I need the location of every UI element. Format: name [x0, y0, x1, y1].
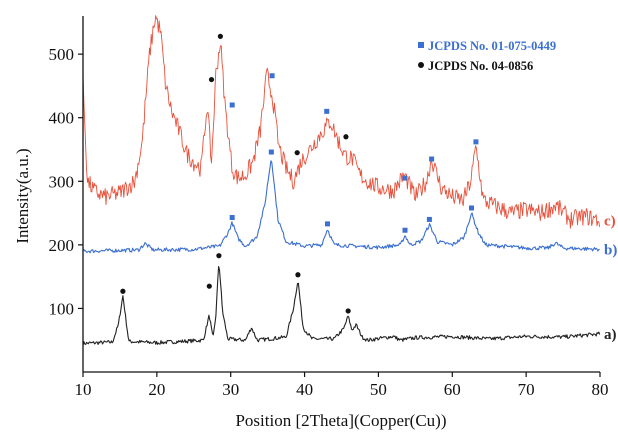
legend-marker-square	[418, 42, 424, 48]
x-tick-label: 50	[370, 380, 387, 399]
x-tick-label: 10	[75, 380, 92, 399]
peak-marker-square	[269, 73, 275, 79]
y-ticks-group: 100 200 300 400 500	[49, 45, 83, 318]
peak-marker-square	[324, 221, 330, 227]
peak-marker-circle	[206, 283, 212, 289]
peak-markers-group	[120, 33, 479, 314]
y-tick-label: 100	[49, 299, 75, 318]
curve-label-3: c)	[604, 214, 616, 230]
peak-marker-circle	[294, 150, 300, 156]
legend: JCPDS No. 01-075-0449 JCPDS No. 04-0856	[418, 39, 556, 73]
y-tick-label: 200	[49, 236, 75, 255]
peak-marker-square	[402, 227, 408, 233]
x-tick-label: 60	[444, 380, 461, 399]
peak-marker-circle	[295, 272, 301, 278]
peak-marker-circle	[208, 76, 215, 83]
peak-marker-square	[402, 175, 408, 181]
legend-label: JCPDS No. 01-075-0449	[428, 39, 556, 53]
peak-marker-circle	[216, 253, 222, 259]
peak-marker-square	[229, 215, 235, 221]
peak-marker-square	[468, 205, 474, 211]
x-tick-label: 80	[592, 380, 609, 399]
y-tick-label: 300	[49, 172, 75, 191]
y-tick-label: 400	[49, 109, 75, 128]
x-tick-label: 70	[518, 380, 535, 399]
y-axis-title: Intensity(a.u.)	[13, 148, 32, 243]
x-tick-label: 30	[222, 380, 239, 399]
series-line-3	[82, 15, 601, 229]
peak-marker-square	[268, 149, 274, 155]
peak-marker-square	[426, 216, 432, 222]
curve-label-2: b)	[604, 242, 617, 258]
curve-label-1: a)	[604, 327, 617, 343]
legend-label: JCPDS No. 04-0856	[428, 59, 533, 73]
peak-marker-circle	[343, 134, 349, 140]
x-ticks-group: 10 20 30 40 50 60 70 80	[75, 372, 609, 399]
peak-marker-circle	[120, 288, 126, 294]
peak-marker-circle	[217, 33, 223, 39]
y-tick-label: 500	[49, 45, 75, 64]
x-tick-label: 40	[296, 380, 313, 399]
peak-marker-square	[324, 108, 330, 114]
x-axis-title: Position [2Theta](Copper(Cu))	[235, 411, 446, 430]
peak-marker-circle	[345, 308, 351, 314]
curves-group	[82, 15, 601, 346]
x-tick-label: 20	[148, 380, 165, 399]
peak-marker-square	[473, 139, 479, 145]
series-line-1	[82, 265, 601, 346]
legend-marker-circle	[418, 62, 424, 68]
curve-labels-group: a) b) c)	[604, 214, 617, 343]
peak-marker-square	[429, 156, 435, 162]
series-line-2	[82, 160, 600, 254]
peak-marker-square	[229, 102, 235, 108]
